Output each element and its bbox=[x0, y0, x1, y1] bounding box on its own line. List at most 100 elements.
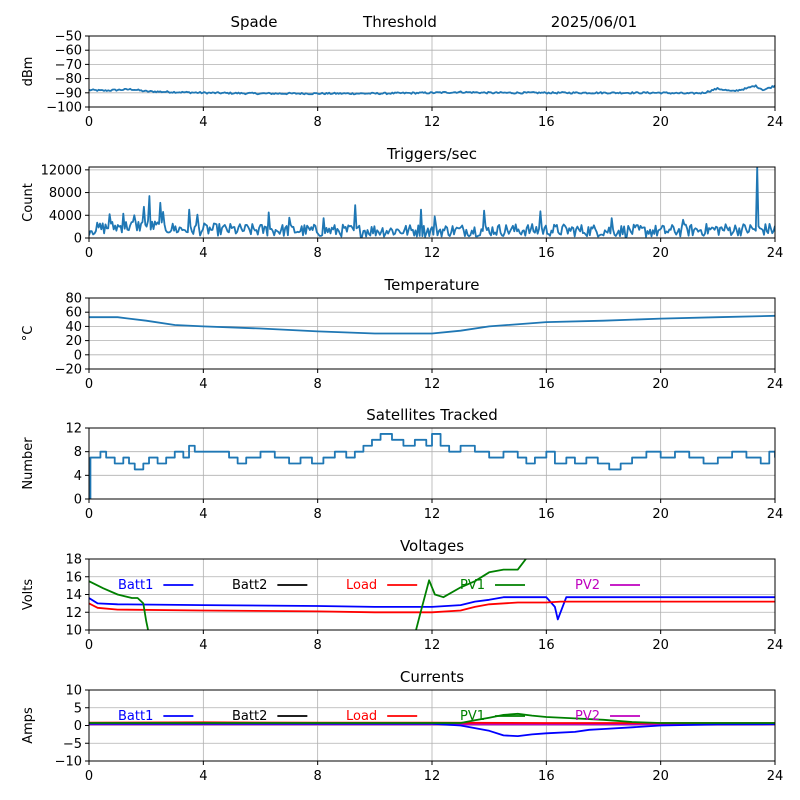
y-tick-label: 80 bbox=[65, 292, 82, 307]
y-tick-label: 12 bbox=[65, 422, 82, 437]
legend-label-load: Load bbox=[346, 578, 377, 593]
x-tick-label: 24 bbox=[767, 246, 784, 261]
x-tick-label: 16 bbox=[538, 246, 555, 261]
legend-label-load: Load bbox=[346, 709, 377, 724]
legend-label-batt2: Batt2 bbox=[232, 578, 267, 593]
series-satellites-0 bbox=[89, 433, 775, 499]
panel-triggers: 0 4 8 12 16 20 24 0 4000 8000 12000 Triggers/sec Cou… bbox=[21, 145, 783, 261]
y-tick-label: 4000 bbox=[49, 209, 82, 224]
series-triggers-0 bbox=[89, 167, 775, 238]
y-tick-label: 14 bbox=[65, 588, 82, 603]
x-tick-label: 0 bbox=[85, 115, 93, 130]
chart-title: Satellites Tracked bbox=[366, 406, 497, 424]
x-tick-label: 8 bbox=[314, 769, 322, 784]
legend-label-batt1: Batt1 bbox=[118, 578, 153, 593]
x-tick-label: 24 bbox=[767, 507, 784, 522]
y-tick-label: −100 bbox=[46, 101, 82, 116]
series-voltages-load bbox=[89, 600, 775, 614]
y-tick-label: −60 bbox=[55, 44, 82, 59]
series-currents-pv1 bbox=[89, 712, 775, 724]
y-tick-label: 40 bbox=[65, 320, 82, 335]
x-tick-label: 4 bbox=[199, 246, 207, 261]
x-tick-label: 12 bbox=[424, 507, 441, 522]
x-tick-label: 16 bbox=[538, 769, 555, 784]
y-tick-label: 10 bbox=[65, 624, 82, 639]
panel-voltages: 0 4 8 12 16 20 24 10 12 14 16 18 Voltages Volts Batt1 B… bbox=[21, 537, 783, 653]
x-tick-label: 20 bbox=[652, 246, 669, 261]
x-tick-label: 0 bbox=[85, 246, 93, 261]
y-tick-label: 60 bbox=[65, 306, 82, 321]
x-tick-label: 20 bbox=[652, 377, 669, 392]
header-date: 2025/06/01 bbox=[551, 13, 637, 31]
y-tick-label: 5 bbox=[74, 701, 82, 716]
x-tick-label: 0 bbox=[85, 507, 93, 522]
x-tick-label: 8 bbox=[314, 507, 322, 522]
x-tick-label: 4 bbox=[199, 507, 207, 522]
x-tick-label: 4 bbox=[199, 377, 207, 392]
y-tick-label: 12 bbox=[65, 606, 82, 621]
x-tick-label: 8 bbox=[314, 377, 322, 392]
legend-label-pv2: PV2 bbox=[575, 578, 600, 593]
y-tick-label: −10 bbox=[55, 755, 82, 770]
y-tick-label: 0 bbox=[74, 232, 82, 247]
y-axis-label: Volts bbox=[21, 579, 36, 611]
x-tick-label: 12 bbox=[424, 638, 441, 653]
x-tick-label: 24 bbox=[767, 638, 784, 653]
y-tick-label: −50 bbox=[55, 30, 82, 45]
header-mode: Threshold bbox=[362, 13, 437, 31]
y-tick-label: 8 bbox=[74, 445, 82, 460]
y-axis-label: Count bbox=[21, 183, 36, 222]
y-tick-label: 10 bbox=[65, 684, 82, 699]
y-axis-label: dBm bbox=[21, 57, 36, 87]
x-tick-label: 20 bbox=[652, 769, 669, 784]
legend-label-batt1: Batt1 bbox=[118, 709, 153, 724]
x-tick-label: 4 bbox=[199, 769, 207, 784]
y-tick-label: 4 bbox=[74, 469, 82, 484]
x-tick-label: 8 bbox=[314, 115, 322, 130]
series-voltages-pv1 bbox=[89, 559, 527, 630]
x-tick-label: 12 bbox=[424, 377, 441, 392]
y-tick-label: −80 bbox=[55, 72, 82, 87]
panel-threshold: 0 4 8 12 16 20 24 −100−90−80−70−60−50 dBm bbox=[21, 30, 783, 131]
y-tick-label: 12000 bbox=[41, 163, 82, 178]
y-tick-label: −70 bbox=[55, 58, 82, 73]
x-tick-label: 4 bbox=[199, 638, 207, 653]
x-tick-label: 24 bbox=[767, 115, 784, 130]
y-tick-label: 16 bbox=[65, 570, 82, 585]
x-tick-label: 12 bbox=[424, 115, 441, 130]
x-tick-label: 20 bbox=[652, 638, 669, 653]
y-tick-label: −5 bbox=[63, 737, 82, 752]
series-threshold-0 bbox=[89, 84, 775, 96]
legend-label-pv1: PV1 bbox=[460, 709, 485, 724]
panel-satellites: 0 4 8 12 16 20 24 0 4 8 12 Satellites Tracked Number bbox=[21, 406, 783, 522]
x-tick-label: 4 bbox=[199, 115, 207, 130]
y-tick-label: −20 bbox=[55, 363, 82, 378]
header-station: Spade bbox=[231, 13, 278, 31]
y-tick-label: 0 bbox=[74, 348, 82, 363]
y-axis-label: Amps bbox=[21, 707, 36, 744]
x-tick-label: 8 bbox=[314, 638, 322, 653]
x-tick-label: 0 bbox=[85, 638, 93, 653]
series-currents-batt1 bbox=[89, 722, 775, 737]
x-tick-label: 16 bbox=[538, 507, 555, 522]
x-tick-label: 0 bbox=[85, 769, 93, 784]
x-tick-label: 12 bbox=[424, 769, 441, 784]
chart-title: Triggers/sec bbox=[386, 145, 477, 163]
chart-title: Temperature bbox=[383, 276, 479, 294]
x-tick-label: 24 bbox=[767, 769, 784, 784]
x-tick-label: 16 bbox=[538, 115, 555, 130]
y-tick-label: 20 bbox=[65, 334, 82, 349]
x-tick-label: 24 bbox=[767, 377, 784, 392]
y-axis-label: Number bbox=[21, 437, 36, 490]
series-voltages-batt1 bbox=[89, 596, 775, 621]
y-tick-label: 8000 bbox=[49, 186, 82, 201]
x-tick-label: 0 bbox=[85, 377, 93, 392]
x-tick-label: 8 bbox=[314, 246, 322, 261]
y-axis-label: °C bbox=[21, 326, 36, 342]
x-tick-label: 16 bbox=[538, 377, 555, 392]
x-tick-label: 20 bbox=[652, 507, 669, 522]
x-tick-label: 20 bbox=[652, 115, 669, 130]
legend-label-pv1: PV1 bbox=[460, 578, 485, 593]
